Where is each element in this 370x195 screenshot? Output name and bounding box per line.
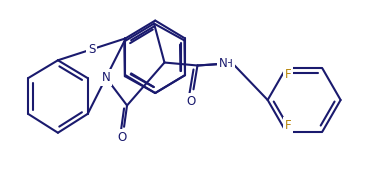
Text: S: S [88, 43, 95, 56]
Text: H: H [225, 58, 233, 68]
Text: F: F [285, 119, 291, 132]
Text: N: N [225, 58, 233, 68]
Text: S: S [88, 43, 95, 56]
Text: N: N [218, 57, 227, 70]
Text: H: H [226, 58, 233, 68]
Text: F: F [285, 68, 291, 81]
Text: O: O [117, 131, 127, 144]
Text: N: N [102, 71, 110, 84]
Text: N: N [102, 71, 110, 84]
Text: O: O [186, 95, 195, 108]
